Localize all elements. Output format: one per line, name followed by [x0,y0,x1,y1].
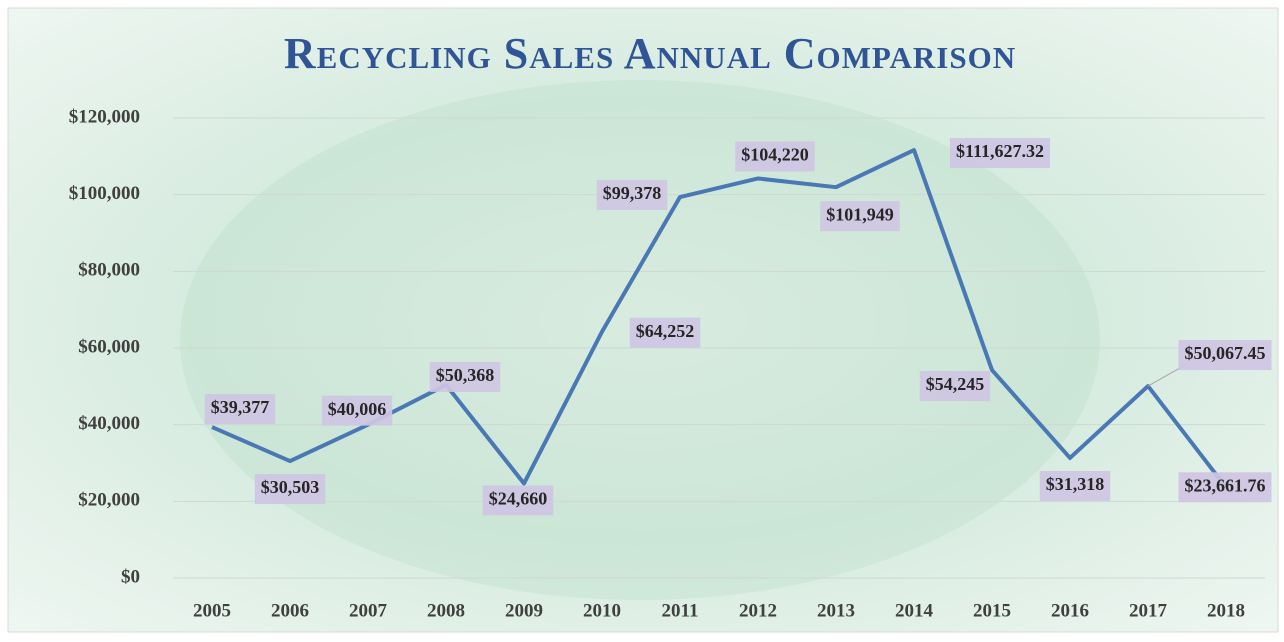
x-tick-label: 2006 [271,600,309,621]
value-label: $64,252 [636,321,695,341]
value-label-group: $31,318 [1040,471,1111,501]
value-label: $50,067.45 [1185,343,1266,363]
value-label-group: $101,949 [820,201,900,231]
value-label-group: $39,377 [205,394,276,424]
y-tick-label: $120,000 [69,106,140,127]
y-tick-label: $60,000 [78,336,140,357]
value-label: $50,368 [436,365,495,385]
value-label: $54,245 [926,374,985,394]
value-label: $39,377 [211,397,270,417]
value-label: $23,661.76 [1185,475,1266,495]
value-label-group: $23,661.76 [1179,472,1272,502]
value-label: $99,378 [603,183,662,203]
x-tick-label: 2008 [427,600,465,621]
value-label-group: $50,067.45 [1179,340,1272,370]
value-label-group: $30,503 [255,474,326,504]
x-tick-label: 2016 [1051,600,1089,621]
y-tick-label: $80,000 [78,260,140,281]
value-label-group: $54,245 [920,371,991,401]
chart: Recycling Sales Annual Comparison $0 $20,… [0,0,1284,637]
value-label-group: $99,378 [597,180,668,210]
x-tick-label: 2015 [973,600,1011,621]
value-label-group: $50,368 [430,362,501,392]
value-label: $104,220 [741,145,809,165]
x-tick-label: 2013 [817,600,855,621]
y-tick-label: $100,000 [69,183,140,204]
chart-title: Recycling Sales Annual Comparison [284,29,1016,78]
x-tick-label: 2014 [895,600,934,621]
y-tick-label: $40,000 [78,413,140,434]
x-tick-label: 2018 [1207,600,1245,621]
y-tick-label: $0 [121,566,140,587]
value-label-group: $24,660 [483,485,554,515]
value-label-group: $104,220 [735,141,815,171]
x-tick-label: 2009 [505,600,543,621]
value-label: $40,006 [328,399,387,419]
value-label: $111,627.32 [956,141,1044,161]
value-label: $30,503 [261,477,320,497]
y-tick-label: $20,000 [78,490,140,511]
value-label: $24,660 [489,489,548,509]
value-label-group: $64,252 [630,318,701,348]
value-label-group: $111,627.32 [950,138,1050,168]
x-tick-label: 2011 [662,600,699,621]
value-label-group: $40,006 [322,396,393,426]
value-label: $31,318 [1046,474,1105,494]
x-tick-label: 2007 [349,600,388,621]
x-tick-label: 2005 [193,600,231,621]
x-tick-label: 2012 [739,600,777,621]
value-label: $101,949 [826,204,894,224]
x-tick-label: 2017 [1129,600,1168,621]
x-tick-label: 2010 [583,600,621,621]
